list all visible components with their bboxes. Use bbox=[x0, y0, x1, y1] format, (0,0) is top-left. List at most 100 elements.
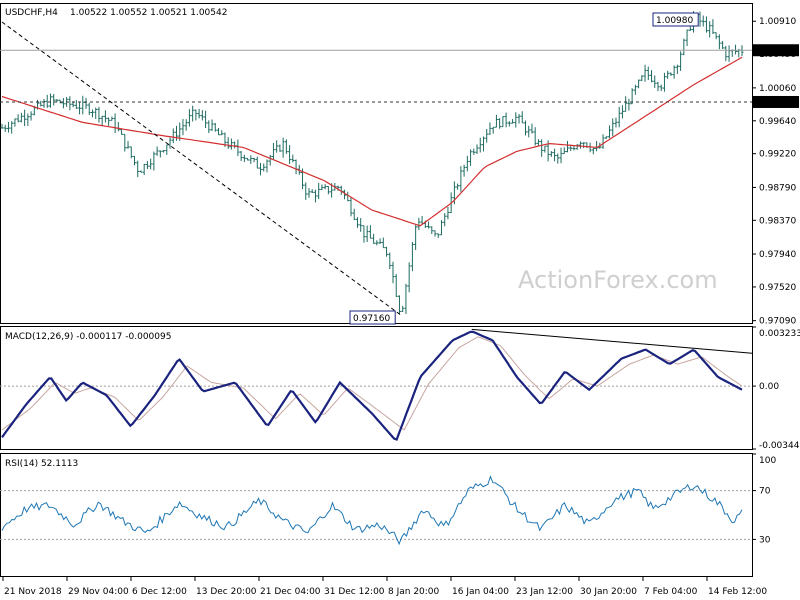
price-bar bbox=[666, 70, 670, 79]
price-bar bbox=[158, 150, 162, 158]
price-bar bbox=[520, 111, 524, 124]
price-bar bbox=[679, 51, 683, 71]
price-bar bbox=[494, 114, 498, 128]
macd-layer bbox=[0, 328, 753, 441]
macd-title: MACD(12,26,9) -0.000117 -0.000095 bbox=[5, 332, 171, 342]
price-bar bbox=[207, 120, 211, 134]
price-bar bbox=[617, 106, 621, 128]
price-bar bbox=[52, 93, 56, 106]
x-tick-label: 16 Jan 04:00 bbox=[452, 587, 509, 597]
price-bar bbox=[662, 72, 666, 92]
price-bar bbox=[39, 100, 43, 107]
price-bar bbox=[436, 233, 440, 238]
price-bar bbox=[646, 66, 650, 81]
price-bar bbox=[417, 217, 421, 230]
price-bar bbox=[727, 45, 731, 62]
chart-header-ohlc: 1.00522 1.00552 1.00521 1.00542 bbox=[70, 8, 227, 18]
x-tick-label: 29 Nov 04:00 bbox=[68, 587, 129, 597]
price-bar bbox=[391, 261, 395, 284]
price-bar bbox=[734, 44, 738, 55]
price-bar bbox=[475, 144, 479, 154]
price-bar bbox=[372, 233, 376, 244]
price-bar bbox=[110, 116, 114, 121]
price-bar bbox=[246, 157, 250, 161]
price-bar bbox=[511, 119, 515, 124]
price-y-tick-label: 0.97520 bbox=[759, 283, 796, 293]
x-tick-label: 7 Feb 04:00 bbox=[644, 587, 698, 597]
price-bar bbox=[559, 147, 563, 164]
price-bar bbox=[242, 154, 246, 162]
price-y-tick-label: 0.99220 bbox=[759, 150, 796, 160]
price-bar bbox=[310, 189, 314, 193]
low-label-box bbox=[349, 310, 396, 325]
macd-y-tick-label: 0.00 bbox=[759, 382, 779, 392]
price-bar bbox=[233, 141, 237, 149]
price-bar bbox=[94, 107, 98, 119]
price-bar bbox=[672, 65, 676, 79]
price-bar bbox=[620, 105, 624, 119]
x-tick-label: 14 Feb 12:00 bbox=[708, 587, 767, 597]
rsi-layer bbox=[0, 475, 752, 546]
price-bar bbox=[220, 130, 224, 136]
macd-trendline bbox=[471, 328, 753, 354]
price-bar bbox=[410, 241, 414, 272]
price-bar bbox=[553, 148, 557, 162]
price-bar bbox=[239, 150, 243, 162]
price-bar bbox=[278, 144, 282, 152]
price-bar bbox=[688, 26, 692, 31]
price-bar bbox=[288, 145, 292, 164]
price-bar bbox=[313, 189, 317, 203]
price-bar bbox=[19, 112, 23, 123]
price-bar bbox=[307, 188, 311, 198]
price-bar bbox=[498, 118, 502, 129]
price-bar bbox=[116, 121, 120, 132]
price-bar bbox=[249, 155, 253, 164]
price-bar bbox=[3, 124, 7, 132]
price-bar bbox=[407, 262, 411, 293]
price-bar bbox=[714, 32, 718, 40]
price-bar bbox=[375, 240, 379, 246]
price-bar bbox=[78, 102, 82, 115]
price-bar bbox=[394, 274, 398, 297]
price-bar bbox=[229, 138, 233, 150]
price-bar bbox=[682, 38, 686, 56]
price-bar bbox=[23, 109, 27, 127]
price-y-tick-label: 0.98370 bbox=[759, 216, 796, 226]
price-bar bbox=[145, 161, 149, 170]
price-bar bbox=[643, 64, 647, 82]
macd-y-tick-label: -0.003442 bbox=[759, 441, 800, 451]
price-bar bbox=[210, 119, 214, 131]
price-bar bbox=[485, 128, 489, 143]
price-bar bbox=[213, 122, 217, 132]
price-bar bbox=[255, 156, 259, 169]
price-bar bbox=[191, 105, 195, 122]
current-price-tag-bg bbox=[753, 44, 799, 57]
price-bar bbox=[294, 159, 298, 175]
price-bar bbox=[174, 125, 178, 141]
x-tick-label: 30 Jan 20:00 bbox=[580, 587, 637, 597]
price-y-tick-label: 1.00060 bbox=[759, 84, 796, 94]
low-label: 0.97160 bbox=[353, 314, 390, 324]
price-bar bbox=[13, 118, 17, 127]
price-bar bbox=[469, 149, 473, 166]
price-bar bbox=[162, 150, 166, 153]
price-bar bbox=[601, 134, 605, 149]
macd-signal-line bbox=[1, 336, 743, 431]
price-bar bbox=[481, 136, 485, 152]
macd-panel-frame bbox=[0, 326, 753, 450]
price-bar bbox=[139, 170, 143, 173]
price-bar bbox=[103, 110, 107, 123]
price-bars bbox=[0, 11, 744, 315]
price-bar bbox=[55, 99, 59, 102]
price-bar bbox=[533, 127, 537, 146]
price-bar bbox=[352, 208, 356, 221]
price-bar bbox=[155, 146, 159, 156]
price-bar bbox=[439, 220, 443, 236]
price-bar bbox=[259, 162, 263, 176]
price-bar bbox=[708, 21, 712, 38]
downtrend-line bbox=[1, 21, 402, 316]
price-bar bbox=[132, 155, 136, 166]
x-tick-label: 6 Dec 12:00 bbox=[132, 587, 187, 597]
price-bar bbox=[543, 145, 547, 153]
price-bar bbox=[355, 217, 359, 228]
